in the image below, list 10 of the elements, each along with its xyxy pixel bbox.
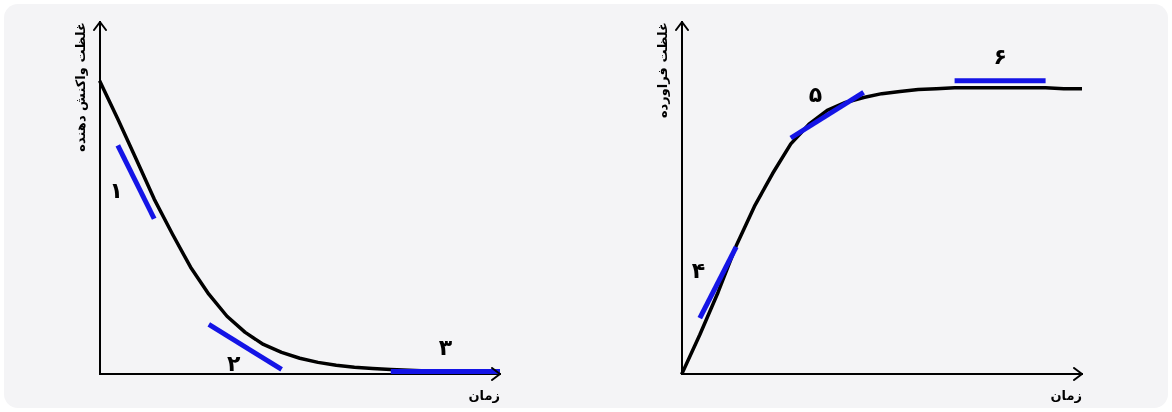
y-axis-title: غلظت فراورده xyxy=(655,22,671,119)
series-label: ۳ xyxy=(438,335,453,361)
series-label: ۶ xyxy=(993,44,1007,70)
y-axis-title: غلظت واکنش دهنده xyxy=(73,22,89,152)
series-label: ۲ xyxy=(226,351,241,377)
series-label: ۴ xyxy=(691,258,706,284)
x-axis-title: زمان xyxy=(468,387,500,403)
x-axis-title: زمان xyxy=(1050,387,1082,403)
series-label: ۵ xyxy=(808,82,823,108)
series-label: ۱ xyxy=(109,177,124,203)
